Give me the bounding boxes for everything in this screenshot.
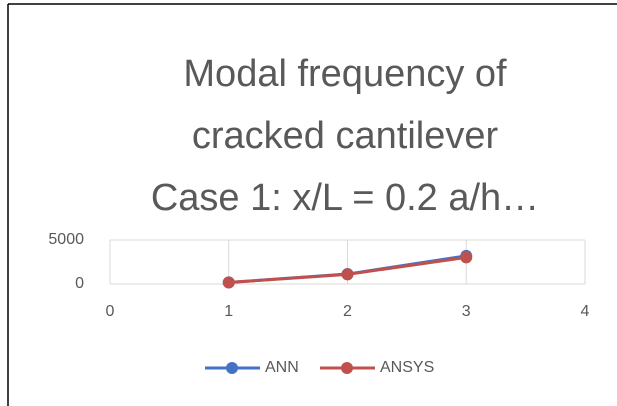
- y-tick-label: 0: [75, 275, 84, 292]
- data-point: [341, 268, 354, 281]
- legend-marker: [226, 362, 238, 374]
- chart-title: Case 1: x/L = 0.2 a/h…: [151, 177, 539, 219]
- chart-title: cracked cantilever: [192, 115, 499, 157]
- legend-label: ANSYS: [380, 359, 434, 376]
- x-tick-label: 1: [224, 303, 233, 320]
- x-tick-label: 4: [581, 303, 590, 320]
- y-tick-label: 5000: [48, 231, 84, 248]
- x-tick-label: 3: [462, 303, 471, 320]
- data-point: [222, 276, 235, 289]
- x-tick-label: 0: [106, 303, 115, 320]
- x-tick-label: 2: [343, 303, 352, 320]
- legend-marker: [341, 362, 353, 374]
- data-point: [460, 251, 473, 264]
- legend-label: ANN: [265, 359, 299, 376]
- chart-title: Modal frequency of: [183, 53, 507, 95]
